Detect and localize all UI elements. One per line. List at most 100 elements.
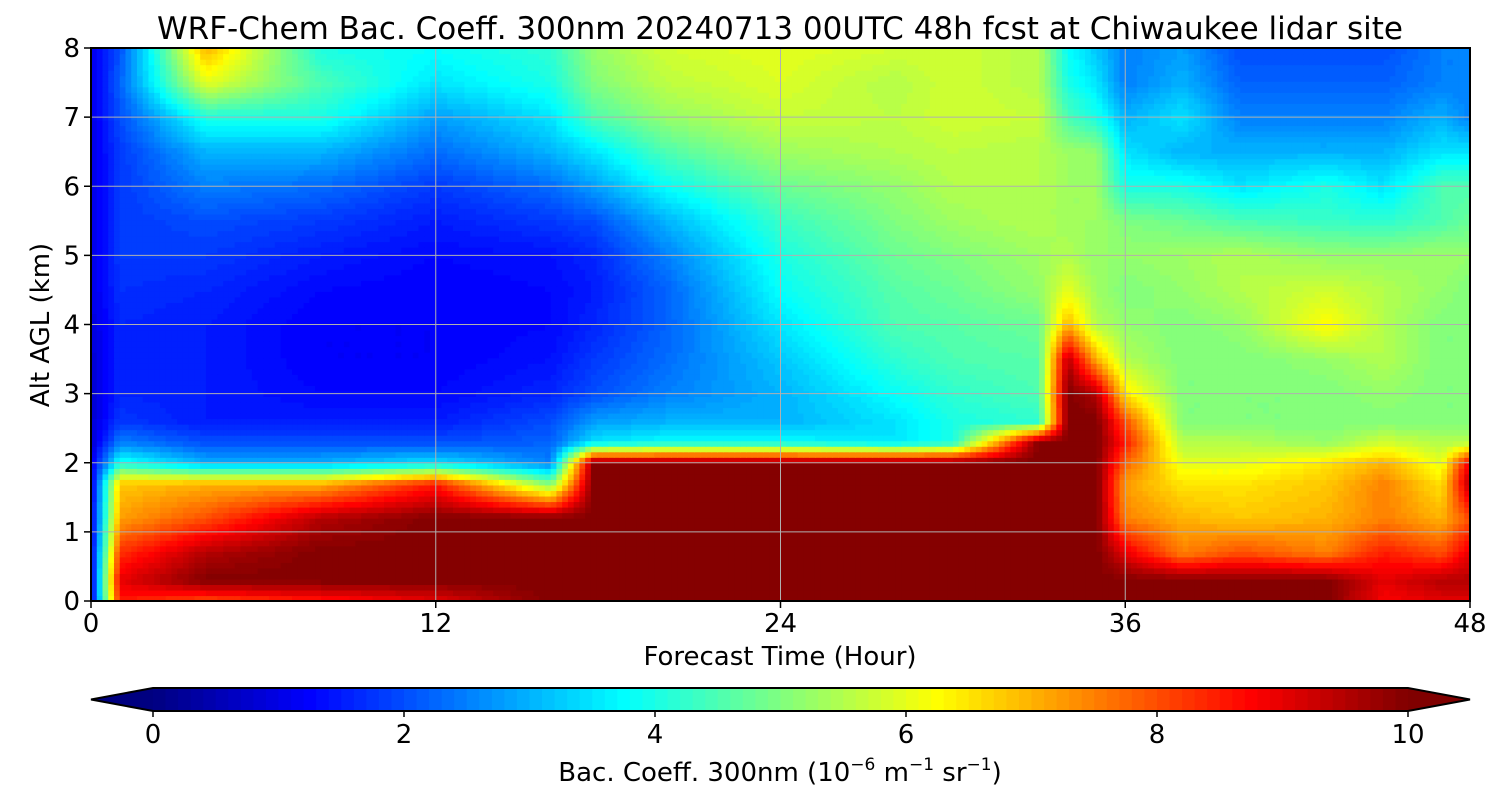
heatmap-cell xyxy=(539,584,546,591)
heatmap-cell xyxy=(1291,523,1299,530)
heatmap-cell xyxy=(981,551,988,558)
heatmap-cell xyxy=(1131,595,1138,601)
heatmap-cell xyxy=(96,551,104,558)
heatmap-cell xyxy=(866,595,874,601)
heatmap-cell xyxy=(269,518,276,525)
heatmap-cell xyxy=(1378,540,1385,547)
heatmap-cell xyxy=(941,545,948,552)
heatmap-cell xyxy=(809,584,816,591)
heatmap-cell xyxy=(1355,595,1362,601)
heatmap-cell xyxy=(671,584,678,591)
heatmap-cell xyxy=(131,584,138,591)
heatmap-cell xyxy=(251,567,259,574)
heatmap-cell xyxy=(407,490,414,497)
heatmap-cell xyxy=(361,545,368,552)
heatmap-cell xyxy=(1464,584,1470,591)
heatmap-cell xyxy=(975,495,983,503)
heatmap-cell xyxy=(326,573,333,580)
heatmap-cell xyxy=(987,573,994,580)
heatmap-cell xyxy=(826,490,833,497)
heatmap-cell xyxy=(481,595,489,601)
heatmap-cell xyxy=(1314,534,1322,541)
heatmap-cell xyxy=(596,512,603,519)
heatmap-cell xyxy=(791,578,799,586)
heatmap-cell xyxy=(1056,534,1063,541)
heatmap-cell xyxy=(728,584,736,591)
heatmap-cell xyxy=(1349,501,1356,508)
heatmap-cell xyxy=(315,545,322,552)
heatmap-cell xyxy=(935,484,942,491)
heatmap-cell xyxy=(349,523,356,530)
heatmap-cell xyxy=(1056,540,1063,547)
heatmap-cell xyxy=(1050,501,1057,508)
heatmap-cell xyxy=(441,551,448,558)
heatmap-cell xyxy=(188,567,196,574)
heatmap-cell xyxy=(1016,534,1023,541)
heatmap-cell xyxy=(797,518,805,525)
heatmap-cell xyxy=(556,523,563,530)
heatmap-cell xyxy=(487,534,494,541)
heatmap-cell xyxy=(1274,534,1281,541)
heatmap-cell xyxy=(843,495,851,503)
heatmap-cell xyxy=(142,578,150,586)
heatmap-cell xyxy=(608,595,615,601)
heatmap-cell xyxy=(1383,578,1391,586)
heatmap-cell xyxy=(188,556,196,563)
heatmap-cell xyxy=(452,578,460,586)
heatmap-cell xyxy=(430,551,437,558)
heatmap-cell xyxy=(1211,573,1218,580)
heatmap-cell xyxy=(389,518,397,525)
heatmap-cell xyxy=(924,501,931,508)
heatmap-cell xyxy=(613,562,621,569)
heatmap-cell xyxy=(791,523,799,530)
heatmap-cell xyxy=(384,540,391,547)
heatmap-cell xyxy=(361,534,368,541)
heatmap-cell xyxy=(1291,551,1299,558)
heatmap-cell xyxy=(384,595,391,601)
heatmap-cell xyxy=(1142,495,1149,503)
heatmap-cell xyxy=(521,589,529,597)
heatmap-cell xyxy=(654,534,661,541)
heatmap-cell xyxy=(182,518,190,525)
heatmap-cell xyxy=(1108,506,1115,514)
heatmap-cell xyxy=(832,495,839,503)
heatmap-cell xyxy=(1044,573,1052,580)
heatmap-cell xyxy=(527,573,535,580)
heatmap-cell xyxy=(1113,490,1121,497)
heatmap-cell xyxy=(292,556,299,563)
heatmap-cell xyxy=(1309,495,1316,503)
heatmap-cell xyxy=(895,573,902,580)
heatmap-cell xyxy=(349,573,356,580)
heatmap-cell xyxy=(924,595,931,601)
heatmap-cell xyxy=(297,551,305,558)
heatmap-cell xyxy=(981,534,988,541)
heatmap-cell xyxy=(705,589,713,597)
heatmap-cell xyxy=(407,495,414,503)
heatmap-cell xyxy=(1021,584,1029,591)
heatmap-cell xyxy=(654,551,661,558)
heatmap-cell xyxy=(498,545,506,552)
heatmap-cell xyxy=(1320,573,1327,580)
heatmap-cell xyxy=(613,501,621,508)
heatmap-cell xyxy=(1159,578,1167,586)
heatmap-cell xyxy=(1050,551,1057,558)
heatmap-cell xyxy=(1401,589,1408,597)
heatmap-cell xyxy=(1447,540,1454,547)
heatmap-cell xyxy=(1337,512,1345,519)
heatmap-cell xyxy=(912,567,919,574)
heatmap-cell xyxy=(343,562,351,569)
heatmap-cell xyxy=(970,523,977,530)
heatmap-cell xyxy=(1291,578,1299,586)
heatmap-cell xyxy=(906,567,914,574)
heatmap-cell xyxy=(1056,490,1063,497)
heatmap-cell xyxy=(223,578,230,586)
heatmap-cell xyxy=(1251,595,1259,601)
heatmap-cell xyxy=(113,595,121,601)
heatmap-cell xyxy=(837,506,845,514)
heatmap-cell xyxy=(832,506,839,514)
heatmap-cell xyxy=(280,562,287,569)
heatmap-cell xyxy=(171,573,178,580)
heatmap-cell xyxy=(412,573,420,580)
heatmap-cell xyxy=(1062,523,1069,530)
heatmap-cell xyxy=(1153,562,1161,569)
